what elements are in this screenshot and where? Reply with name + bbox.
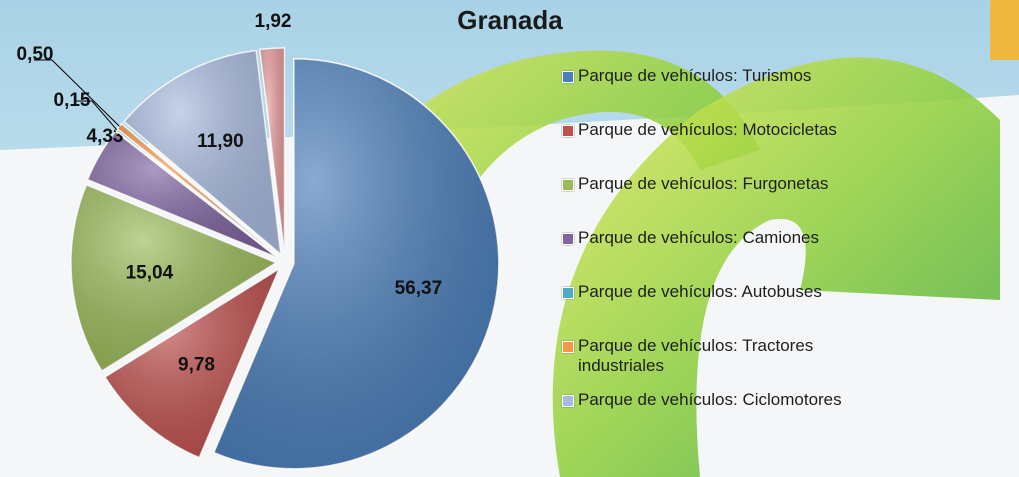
leader-line [74, 100, 118, 131]
legend-label: Parque de vehículos: Ciclomotores [578, 390, 842, 409]
legend-swatch [562, 341, 574, 353]
legend-label: Parque de vehículos: Autobuses [578, 282, 822, 301]
legend-item: Parque de vehículos: Turismos [562, 66, 892, 86]
legend-item: Parque de vehículos: Tractores industria… [562, 336, 892, 376]
data-label: 11,90 [197, 131, 244, 152]
data-label: 56,37 [395, 278, 443, 299]
legend-swatch [562, 125, 574, 137]
legend-swatch [562, 287, 574, 299]
leader-line [34, 59, 120, 127]
legend-item: Parque de vehículos: Camiones [562, 228, 892, 248]
legend-label: Parque de vehículos: Turismos [578, 66, 812, 85]
data-label: 1,92 [255, 11, 292, 32]
legend-swatch [562, 395, 574, 407]
data-label: 0,15 [54, 90, 91, 111]
data-label: 4,33 [87, 126, 124, 147]
legend-item: Parque de vehículos: Motocicletas [562, 120, 892, 140]
legend-label: Parque de vehículos: Camiones [578, 228, 819, 247]
legend-swatch [562, 179, 574, 191]
logo-shape [552, 57, 1000, 477]
legend-label: Parque de vehículos: Furgonetas [578, 174, 829, 193]
data-label: 9,78 [178, 354, 215, 375]
legend-item: Parque de vehículos: Furgonetas [562, 174, 892, 194]
legend-item: Parque de vehículos: Ciclomotores [562, 390, 892, 410]
legend-label: Parque de vehículos: Tractores industria… [578, 336, 814, 375]
data-label: 15,04 [126, 262, 174, 283]
legend-item: Parque de vehículos: Autobuses [562, 282, 892, 302]
chart-title: Granada [457, 5, 563, 35]
legend: Parque de vehículos: Turismos Parque de v… [562, 66, 892, 444]
legend-swatch [562, 233, 574, 245]
legend-swatch [562, 71, 574, 83]
logo-accent [990, 0, 1019, 60]
legend-label: Parque de vehículos: Motocicletas [578, 120, 837, 139]
data-label: 0,50 [17, 44, 54, 65]
